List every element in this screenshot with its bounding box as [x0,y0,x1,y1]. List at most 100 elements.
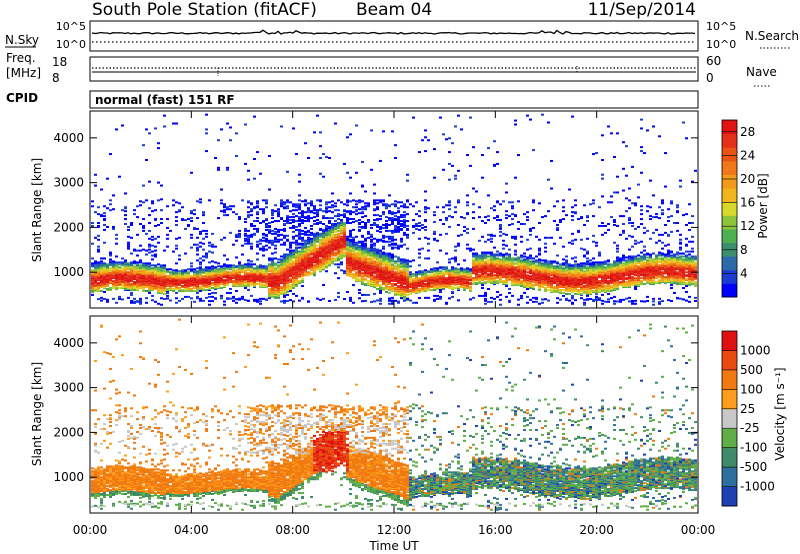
power-cell-2340 [310,224,313,227]
power-cell-1586 [262,297,265,300]
cpid-program: normal (fast) 151 RF [95,93,235,107]
power-cell-1197 [217,139,220,142]
power-cell-500 [142,282,145,285]
power-cell-584 [148,245,151,248]
power-cell-2832 [346,235,349,238]
power-cell-2151 [298,230,301,233]
power-cell-181 [106,177,109,180]
power-cell-2562 [325,156,328,159]
power-cell-3814 [412,275,415,278]
power-cell-162 [106,283,109,286]
power-cell-478 [139,276,142,279]
power-cell-3795 [409,273,412,276]
power-cell-3778 [406,173,409,176]
power-cell-2252 [304,230,307,233]
power-cell-2218 [304,274,307,277]
power-cell-4633 [502,260,505,263]
power-cell-3098 [364,251,367,254]
power-cell-4421 [484,291,487,294]
power-cell-676 [157,270,160,273]
power-cell-2514 [322,222,325,225]
power-cell-1014 [199,278,202,281]
power-cell-3997 [433,211,436,214]
power-cell-991 [196,270,199,273]
power-cell-687 [160,303,163,306]
power-cell-3300 [376,202,379,205]
power-cell-4732 [511,222,514,225]
power-cell-1241 [223,236,226,239]
power-cell-4401 [481,264,484,267]
power-cell-1929 [286,290,289,293]
power-cell-4705 [508,215,511,218]
power-cell-3347 [379,159,382,162]
power-cell-51 [94,262,97,265]
power-cell-3202 [370,223,373,226]
power-cell-3251 [373,192,376,195]
power-cell-3264 [376,273,379,276]
power-cell-653 [154,218,157,221]
power-cell-3869 [418,224,421,227]
date-label: 11/Sep/2014 [588,0,696,20]
power-cell-4800 [520,294,523,297]
power-cell-2037 [292,266,295,269]
power-cell-4649 [505,280,508,283]
power-cell-267 [115,233,118,236]
power-cell-649 [154,245,157,248]
power-cell-374 [127,228,130,231]
power-cell-3531 [391,229,394,232]
power-cell-4544 [493,205,496,208]
power-cell-3926 [424,150,427,153]
power-cell-2714 [337,225,340,228]
power-cell-3596 [397,285,400,288]
power-cell-4197 [457,263,460,266]
power-cell-4729 [511,257,514,260]
power-cell-1420 [244,162,247,165]
power-cell-1314 [232,205,235,208]
power-cell-4543 [493,209,496,212]
power-cell-4952 [532,199,535,202]
power-cell-1869 [280,204,283,207]
power-cell-372 [127,241,130,244]
power-cell-3915 [424,257,427,260]
power-cell-1321 [235,281,238,284]
power-cell-52 [94,260,97,263]
power-cell-332 [124,265,127,268]
power-cell-3261 [376,278,379,281]
power-cell-4650 [505,278,508,281]
power-cell-1919 [283,229,286,232]
power-cell-595 [151,288,154,291]
power-cell-3820 [412,219,415,222]
power-cell-1605 [262,249,265,252]
power-cell-4669 [505,256,508,259]
power-cell-294 [121,283,124,286]
power-cell-4538 [493,255,496,258]
power-cell-3841 [415,271,418,274]
power-cell-1824 [277,230,280,233]
power-cell-4758 [514,257,517,260]
power-cell-223 [112,270,115,273]
power-cell-1124 [208,199,211,202]
power-cell-1958 [286,258,289,261]
power-cell-1311 [232,264,235,267]
power-cell-1819 [277,258,280,261]
power-cell-146 [103,262,106,265]
power-cell-997 [196,246,199,249]
power-cell-109 [100,271,103,274]
power-cell-2304 [307,202,310,205]
power-cell-4766 [514,214,517,217]
power-cell-3159 [367,204,370,207]
power-cell-1342 [235,132,238,135]
power-cell-4614 [499,219,502,222]
power-cell-763 [166,245,169,248]
power-cell-355 [127,278,130,281]
power-cell-4506 [490,255,493,258]
power-cell-152 [103,218,106,221]
power-cell-1268 [226,206,229,209]
power-cell-4153 [451,164,454,167]
power-cell-483 [139,269,142,272]
power-cell-26 [91,222,94,225]
power-cell-3489 [391,302,394,305]
power-cell-1483 [250,233,253,236]
power-cell-1873 [280,125,283,128]
power-cell-3815 [412,273,415,276]
